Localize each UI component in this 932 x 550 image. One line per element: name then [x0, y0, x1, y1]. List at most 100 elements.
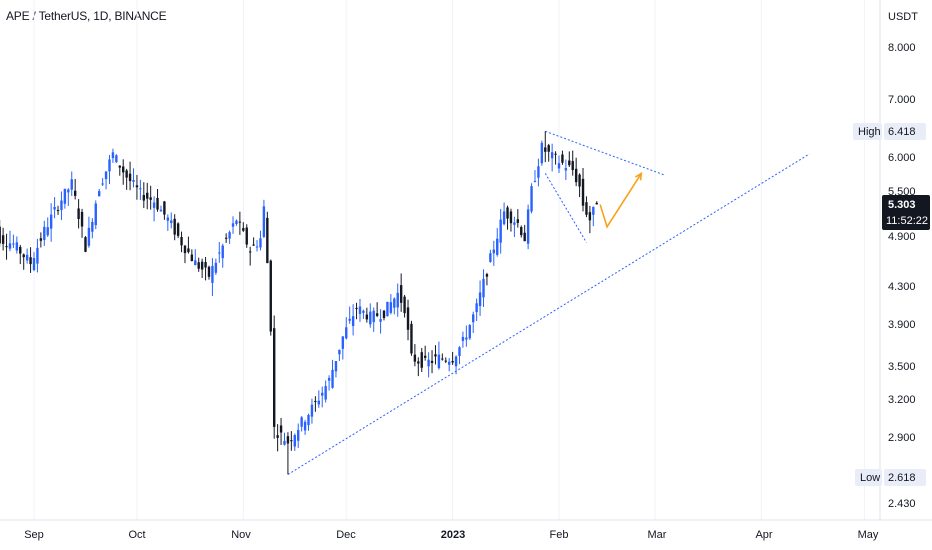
- candle-body: [115, 155, 118, 163]
- candle-body: [451, 361, 454, 363]
- low-value-bg: [884, 469, 926, 486]
- candle-body: [297, 430, 300, 441]
- candle-body: [502, 211, 506, 225]
- candle-body: [461, 336, 465, 341]
- candle: [221, 243, 224, 268]
- candle: [410, 320, 413, 356]
- low-value: 2.618: [888, 472, 916, 484]
- candle: [379, 309, 382, 334]
- current-price: 5.303: [888, 199, 916, 211]
- candle-body: [324, 386, 327, 400]
- candle-body: [489, 253, 492, 262]
- candle: [152, 196, 156, 222]
- price-tick: 8.000: [888, 42, 916, 54]
- candle-body: [125, 170, 128, 178]
- candle-body: [36, 247, 39, 264]
- candle-body: [420, 352, 423, 368]
- candle: [413, 344, 417, 367]
- candle: [8, 230, 12, 252]
- candle: [475, 298, 478, 322]
- candle-body: [166, 217, 170, 221]
- candle-body: [458, 347, 461, 356]
- candle: [262, 199, 266, 239]
- wedge-lower-line[interactable]: [544, 173, 587, 243]
- candle-body: [73, 190, 77, 196]
- candle: [279, 417, 283, 445]
- candle-body: [578, 174, 581, 187]
- candlesticks: [0, 131, 598, 475]
- candle-body: [242, 228, 245, 231]
- candle: [286, 432, 290, 475]
- candle: [242, 222, 245, 232]
- candle-body: [386, 301, 389, 317]
- candle-body: [595, 202, 598, 205]
- candle: [118, 165, 121, 176]
- candle-body: [365, 314, 369, 320]
- candle-body: [355, 307, 358, 309]
- candle: [204, 256, 207, 281]
- projection-path[interactable]: [599, 172, 643, 229]
- low-label-bg: [855, 469, 882, 486]
- candle: [307, 413, 310, 431]
- candle: [97, 188, 101, 197]
- candle-body: [362, 310, 365, 313]
- price-tick: 2.430: [888, 498, 916, 510]
- candle-body: [272, 328, 276, 427]
- candle-body: [399, 285, 403, 303]
- candle-body: [159, 209, 163, 212]
- candle-body: [104, 171, 108, 180]
- support-trendline[interactable]: [287, 153, 810, 475]
- candle: [574, 157, 578, 187]
- price-tick: 4.900: [888, 231, 916, 243]
- candle: [372, 307, 375, 332]
- candle-body: [314, 400, 317, 402]
- candle: [139, 179, 142, 201]
- candle: [87, 216, 91, 248]
- candle: [554, 151, 557, 165]
- candle-body: [80, 211, 84, 227]
- candle: [163, 200, 166, 220]
- candle: [461, 331, 465, 348]
- candle-body: [135, 185, 139, 188]
- price-axis[interactable]: USDT 8.000 7.000 6.000 5.500 4.900 4.300…: [888, 11, 918, 510]
- candle-body: [341, 336, 345, 349]
- candle: [324, 380, 327, 403]
- candle-body: [516, 219, 520, 223]
- candle-body: [482, 278, 485, 298]
- time-tick: Mar: [648, 529, 667, 541]
- wedge-upper-line[interactable]: [545, 130, 666, 176]
- candle: [585, 196, 588, 218]
- candle: [77, 199, 80, 229]
- candle: [94, 200, 97, 230]
- candle-body: [290, 440, 293, 442]
- candle-body: [180, 236, 183, 246]
- chart-drawings[interactable]: [287, 130, 810, 475]
- candle: [458, 346, 461, 365]
- candle-body: [211, 265, 214, 283]
- high-label-bg: [853, 123, 882, 140]
- candle-body: [447, 361, 451, 365]
- candle-body: [293, 435, 296, 447]
- candle-body: [276, 435, 279, 438]
- candle: [550, 143, 554, 172]
- candle: [159, 205, 163, 212]
- candle-body: [379, 319, 382, 322]
- candle: [218, 242, 221, 263]
- candle: [149, 185, 152, 210]
- candle: [375, 302, 379, 318]
- candle: [276, 424, 279, 452]
- candle-body: [218, 252, 221, 254]
- candle: [310, 398, 314, 424]
- time-axis[interactable]: Sep Oct Nov Dec 2023 Feb Mar Apr May: [24, 529, 879, 541]
- candle-body: [509, 211, 513, 224]
- candle: [238, 211, 242, 235]
- candle: [132, 168, 135, 188]
- candle: [506, 205, 509, 230]
- candle-body: [334, 361, 338, 372]
- candle-body: [554, 153, 557, 155]
- candle-body: [248, 251, 252, 253]
- candle: [334, 361, 338, 378]
- candle: [338, 349, 341, 361]
- candle: [441, 353, 444, 361]
